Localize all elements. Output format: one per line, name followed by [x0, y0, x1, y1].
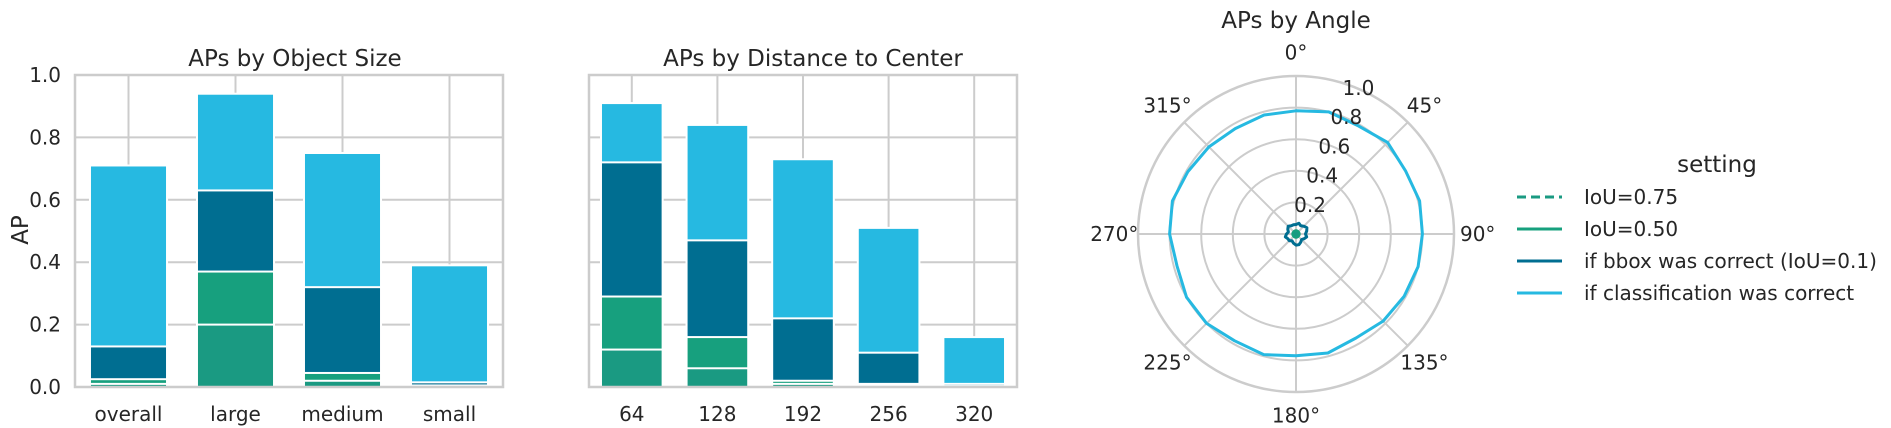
angle-tick-label: 180°: [1272, 404, 1320, 428]
y-tick-label: 0.8: [29, 125, 61, 149]
y-tick-label: 0.4: [29, 250, 61, 274]
radial-tick-label: 1.0: [1343, 76, 1375, 100]
bar: [599, 348, 664, 388]
angle-tick-label: 45°: [1407, 94, 1442, 118]
bar: [942, 336, 1007, 388]
x-tick-label: 320: [955, 402, 993, 426]
x-tick-label: medium: [301, 402, 383, 426]
chart-title-angle: APs by Angle: [1221, 8, 1370, 34]
radial-tick-label: 0.2: [1294, 193, 1326, 217]
series-line: [1293, 231, 1299, 237]
bar: [195, 323, 276, 389]
bar: [856, 351, 921, 388]
chart-object-size: APs by Object Size AP 0.0 0.2 0.4 0.6 0.8 1.0…: [8, 46, 505, 426]
y-axis-label: AP: [8, 215, 34, 245]
legend-label: IoU=0.75: [1584, 185, 1678, 209]
polar-spoke: [1183, 233, 1297, 347]
radial-tick-label: 0.6: [1318, 134, 1350, 158]
legend-title: setting: [1677, 152, 1757, 178]
bar: [302, 286, 383, 388]
x-tick-label: 64: [619, 402, 644, 426]
series-line: [1283, 221, 1309, 247]
legend: setting IoU=0.75 IoU=0.50 if bbox was corr…: [1517, 152, 1877, 305]
angle-tick-label: 0°: [1285, 40, 1308, 64]
radial-tick-label: 0.8: [1330, 105, 1362, 129]
polar-ring: [1200, 138, 1392, 330]
legend-label: IoU=0.50: [1584, 217, 1678, 241]
polar-spoke: [1183, 121, 1297, 235]
angle-tick-label: 135°: [1400, 350, 1448, 374]
polar-spoke: [1295, 233, 1409, 347]
legend-label: if classification was correct: [1584, 281, 1854, 305]
chart-title-object-size: APs by Object Size: [188, 46, 401, 72]
x-tick-label: large: [210, 402, 261, 426]
series-line: [1168, 109, 1424, 358]
angle-tick-label: 225°: [1143, 350, 1191, 374]
legend-label: if bbox was correct (IoU=0.1): [1584, 249, 1877, 273]
x-tick-label: 192: [784, 402, 822, 426]
polar-ring: [1263, 201, 1329, 267]
x-tick-label: 256: [870, 402, 908, 426]
bar: [771, 317, 835, 388]
chart-title-distance-to-center: APs by Distance to Center: [663, 46, 963, 72]
series-line: [1291, 229, 1301, 239]
chart-angle-polar: APs by Angle 0.2 0.4 0.6 0.8 1.0 0° 45° 90° 135°…: [1090, 8, 1495, 428]
angle-tick-label: 270°: [1090, 222, 1138, 246]
plot-frame-object-size: [73, 73, 505, 389]
y-tick-label: 1.0: [29, 63, 61, 87]
chart-distance-to-center: APs by Distance to Center 64 128 192 256 320: [587, 46, 1019, 426]
y-tick-label: 0.2: [29, 313, 61, 337]
bar: [685, 367, 750, 388]
polar-frame: [1136, 74, 1456, 394]
x-tick-label: 128: [698, 402, 736, 426]
plot-frame-distance-to-center: [587, 73, 1019, 389]
angle-tick-label: 90°: [1460, 222, 1495, 246]
bar: [409, 264, 490, 389]
angle-tick-label: 315°: [1143, 94, 1191, 118]
polar-ring: [1231, 169, 1361, 299]
x-tick-label: overall: [95, 402, 163, 426]
radial-tick-label: 0.4: [1306, 164, 1338, 188]
y-tick-label: 0.0: [29, 375, 61, 399]
polar-spoke: [1295, 121, 1409, 235]
y-tick-label: 0.6: [29, 188, 61, 212]
x-tick-label: small: [423, 402, 476, 426]
